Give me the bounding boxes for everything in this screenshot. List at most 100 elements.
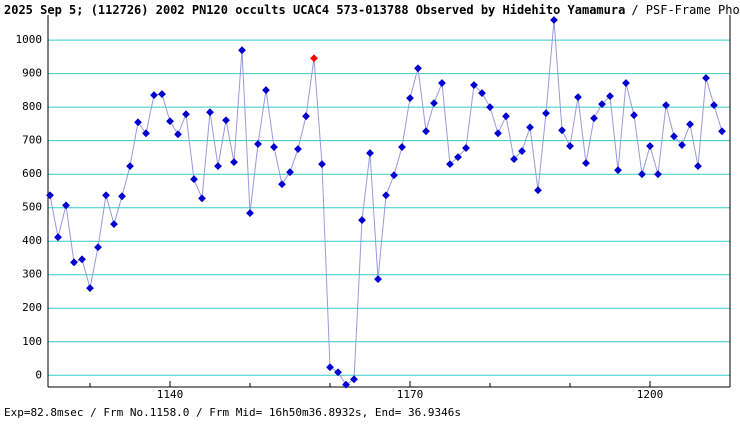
data-point (142, 129, 150, 138)
data-point (430, 99, 438, 108)
data-point (46, 191, 54, 200)
data-point (694, 162, 702, 171)
y-tick-label: 500 (22, 201, 42, 214)
data-point (454, 153, 462, 162)
y-tick-label: 600 (22, 167, 42, 180)
data-point (646, 142, 654, 150)
data-point (542, 109, 550, 118)
data-point (654, 170, 662, 179)
data-point (310, 54, 318, 63)
data-point (342, 380, 350, 389)
data-point (470, 81, 478, 89)
title-main: 2025 Sep 5; (112726) 2002 PN120 occults … (4, 3, 625, 17)
data-point (222, 116, 230, 125)
data-point (398, 143, 406, 151)
data-point (518, 147, 526, 155)
data-point (78, 255, 86, 264)
data-point (494, 129, 502, 138)
x-tick-label: 1170 (397, 388, 424, 401)
data-point (358, 216, 366, 225)
data-point (390, 171, 398, 180)
data-point (710, 101, 718, 110)
data-point (110, 220, 118, 229)
data-point (558, 126, 566, 135)
data-point (254, 140, 262, 148)
data-point (550, 16, 558, 24)
data-point (462, 144, 470, 152)
data-point (382, 191, 390, 200)
data-point (486, 103, 494, 112)
footer: Exp=82.8msec / Frm No.1158.0 / Frm Mid= … (4, 406, 461, 419)
data-point (678, 141, 686, 149)
y-tick-label: 100 (22, 335, 42, 348)
data-point (566, 142, 574, 150)
data-point (102, 191, 110, 200)
y-tick-label: 300 (22, 268, 42, 281)
data-point (166, 117, 174, 126)
data-point (638, 170, 646, 179)
data-point (606, 92, 614, 101)
y-tick-label: 700 (22, 134, 42, 147)
data-point (510, 155, 518, 164)
data-point (230, 158, 238, 167)
data-point (286, 168, 294, 177)
data-point (702, 74, 710, 82)
series-line (49, 19, 723, 386)
y-tick-label: 900 (22, 67, 42, 80)
x-tick-label: 1200 (637, 388, 664, 401)
data-point (502, 112, 510, 121)
data-point (582, 159, 590, 168)
data-point (54, 233, 62, 242)
data-point (134, 118, 142, 127)
data-point (670, 132, 678, 141)
data-point (302, 112, 310, 121)
data-point (662, 101, 670, 110)
y-tick-label: 1000 (16, 33, 43, 46)
data-point (318, 160, 326, 169)
data-point (62, 201, 70, 210)
data-point (478, 89, 486, 97)
data-point (70, 258, 78, 267)
data-point (534, 186, 542, 195)
data-point (198, 194, 206, 203)
data-point (526, 123, 534, 132)
data-point (374, 275, 382, 283)
y-tick-label: 800 (22, 100, 42, 113)
data-point (190, 175, 198, 184)
y-tick-label: 0 (35, 368, 42, 381)
data-point (158, 90, 166, 98)
data-point (366, 149, 374, 157)
data-point (278, 180, 286, 189)
data-point (438, 79, 446, 87)
chart-title: 2025 Sep 5; (112726) 2002 PN120 occults … (4, 3, 740, 17)
x-tick-label: 1140 (157, 388, 184, 401)
data-point (414, 64, 422, 73)
data-point (422, 127, 430, 136)
data-point (326, 363, 334, 372)
y-tick-label: 200 (22, 301, 42, 314)
data-point (334, 368, 342, 377)
data-point (270, 143, 278, 151)
data-point (246, 209, 254, 217)
data-point (262, 86, 270, 94)
data-point (206, 108, 214, 117)
data-point (214, 162, 222, 171)
data-point (598, 100, 606, 109)
data-point (590, 114, 598, 123)
data-point (86, 284, 94, 293)
data-point (622, 79, 630, 87)
data-point (686, 120, 694, 129)
data-point (174, 130, 182, 139)
data-point (630, 111, 638, 120)
data-point (614, 166, 622, 175)
data-point (294, 145, 302, 153)
data-point (126, 162, 134, 171)
data-point (150, 91, 158, 100)
data-point (574, 93, 582, 102)
y-tick-label: 400 (22, 234, 42, 247)
data-point (446, 160, 454, 169)
data-point (406, 94, 414, 103)
data-point (350, 375, 358, 384)
title-sub: / PSF-Frame Photometry / (631, 3, 740, 17)
